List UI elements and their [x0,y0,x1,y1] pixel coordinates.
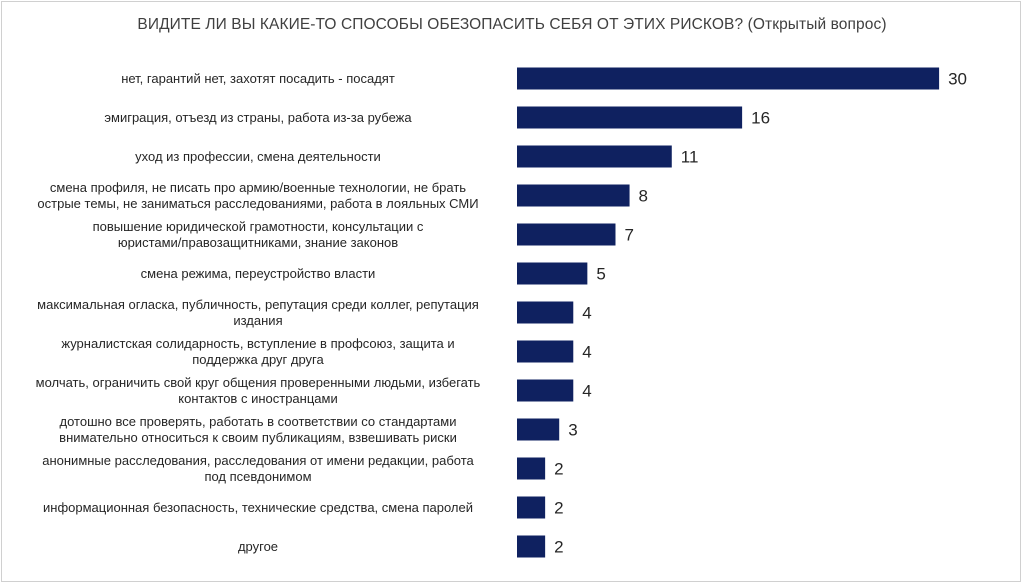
chart-title: ВИДИТЕ ЛИ ВЫ КАКИЕ-ТО СПОСОБЫ ОБЕЗОПАСИТ… [137,16,887,33]
bar [517,301,574,324]
bar [517,106,743,129]
bar [517,496,546,519]
category-label: нет, гарантий нет, захотят посадить - по… [121,71,395,86]
category-label: под псевдонимом [204,469,311,484]
category-label: другое [238,539,278,554]
category-label: журналистская солидарность, вступление в… [61,336,454,351]
bar-value-label: 2 [554,460,563,479]
bar-value-label: 4 [582,343,591,362]
category-label: издания [233,313,282,328]
bar-value-label: 2 [554,538,563,557]
category-label: внимательно относиться к своим публикаци… [59,430,457,445]
bar [517,457,546,480]
category-label: информационная безопасность, технические… [43,500,473,515]
bar [517,379,574,402]
category-label: молчать, ограничить свой круг общения пр… [36,375,481,390]
category-label: смена профиля, не писать про армию/военн… [50,180,466,195]
bar [517,418,560,441]
bar [517,223,616,246]
category-label: эмиграция, отъезд из страны, работа из-з… [104,110,412,125]
bar [517,340,574,363]
bar [517,67,940,90]
category-label: максимальная огласка, публичность, репут… [37,297,479,312]
category-label: поддержка друг друга [192,352,324,367]
bar [517,262,588,285]
bar-value-label: 11 [681,148,699,167]
category-label: юристами/правозащитниками, знание законо… [118,235,398,250]
bar [517,184,630,207]
category-label: уход из профессии, смена деятельности [135,149,381,164]
category-label: острые темы, не заниматься расследования… [37,196,478,211]
category-label: повышение юридической грамотности, консу… [93,219,424,234]
bar [517,535,546,558]
bar [517,145,672,168]
category-label: дотошно все проверять, работать в соотве… [60,414,457,429]
bar-value-label: 3 [568,421,577,440]
bar-value-label: 2 [554,499,563,518]
bar-value-label: 7 [624,226,633,245]
category-label: контактов с иностранцами [178,391,337,406]
bar-value-label: 16 [751,109,770,128]
category-label: анонимные расследования, расследования о… [42,453,474,468]
bar-value-label: 4 [582,382,591,401]
category-label: смена режима, переустройство власти [141,266,376,281]
bar-value-label: 8 [639,187,648,206]
bar-value-label: 4 [582,304,591,323]
bar-value-label: 30 [948,70,967,89]
bar-value-label: 5 [596,265,605,284]
